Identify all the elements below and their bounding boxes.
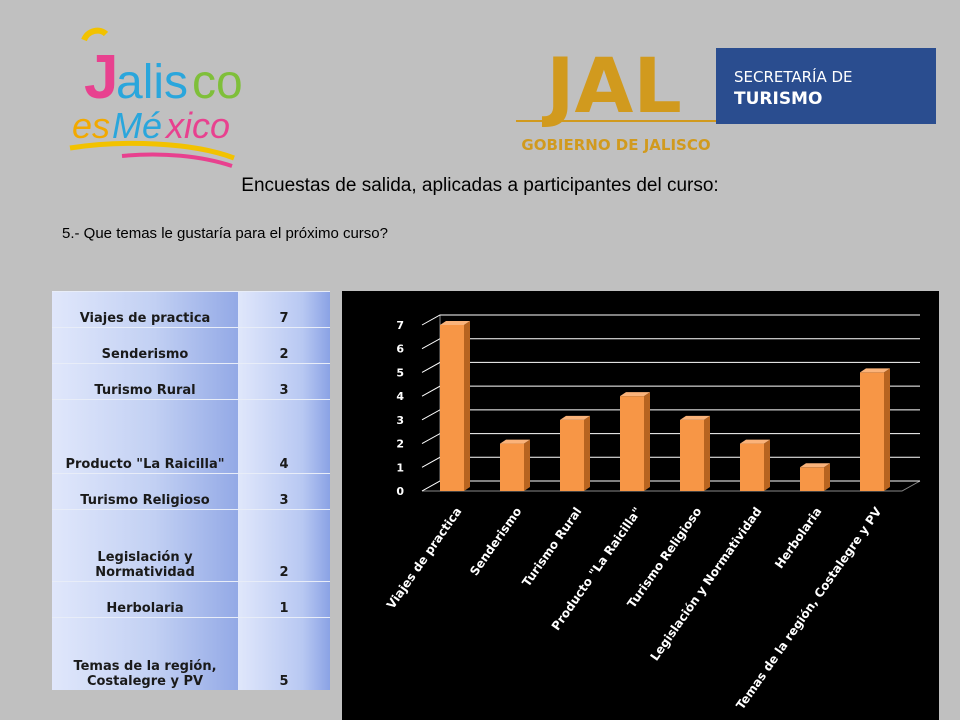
table-row: Viajes de practica 7 (52, 291, 330, 328)
table-cell-value: 7 (238, 291, 330, 328)
table-cell-label: Producto "La Raicilla" (52, 399, 238, 474)
bar (560, 419, 584, 491)
table-cell-label: Temas de la región, Costalegre y PV (52, 617, 238, 690)
bar (500, 443, 524, 491)
gridline (421, 409, 920, 421)
logo-jal-rule (516, 120, 716, 122)
bar-top (440, 321, 470, 325)
bar-chart: 0 1 2 3 4 5 6 7 Viajes de practica Senderismo Turi… (342, 291, 939, 720)
gridline (421, 456, 920, 468)
x-tick-label: Temas de la región, Costalegre y PV (733, 504, 884, 712)
y-tick-label: 5 (396, 366, 404, 379)
logo-department-line1: SECRETARÍA DE (734, 67, 853, 86)
table-cell-value: 2 (238, 327, 330, 364)
table-row: Producto "La Raicilla" 4 (52, 399, 330, 474)
logo-word-es: es (72, 105, 110, 146)
table-cell-value: 3 (238, 473, 330, 510)
bar-chart-svg: 0 1 2 3 4 5 6 7 Viajes de practica SenderismoTuri… (384, 314, 921, 712)
logo-underline-swoosh (69, 140, 235, 161)
logo-department-line2: TURISMO (734, 89, 822, 109)
y-tick-label: 3 (396, 414, 404, 427)
table-cell-label: Legislación y Normatividad (52, 509, 238, 582)
table-row: Legislación y Normatividad 2 (52, 509, 330, 582)
bar (860, 372, 884, 491)
bar (680, 419, 704, 491)
table-row: Senderismo 2 (52, 327, 330, 364)
y-tick-label: 7 (396, 319, 404, 332)
y-tick-label: 0 (396, 485, 404, 498)
bar (620, 396, 644, 491)
bar-side (824, 463, 830, 491)
survey-question: 5.- Que temas le gustaría para el próxim… (62, 225, 388, 242)
bar-top (500, 439, 530, 444)
logo-government-text: GOBIERNO DE JALISCO (521, 136, 710, 154)
x-tick-label: Turismo Rural (519, 505, 584, 590)
table-cell-label: Viajes de practica (52, 291, 238, 328)
bar-top (560, 415, 590, 420)
table-row: Turismo Religioso 3 (52, 473, 330, 510)
gridline (421, 433, 920, 445)
bar-side (704, 415, 710, 491)
table-cell-value: 3 (238, 363, 330, 400)
table-cell-label: Senderismo (52, 327, 238, 364)
table-row: Temas de la región, Costalegre y PV 5 (52, 617, 330, 690)
logo-word-me: Mé (112, 105, 162, 146)
gridline (421, 480, 920, 492)
bar-side (584, 415, 590, 491)
x-tick-label: Senderismo (467, 505, 524, 579)
bar-side (764, 439, 770, 491)
bar-top (620, 392, 650, 397)
logo-word-xico: xico (164, 105, 230, 146)
gridline (421, 314, 920, 326)
logo-word-co: co (192, 56, 243, 109)
table-row: Turismo Rural 3 (52, 363, 330, 400)
logo-jal-bg (512, 40, 716, 160)
x-tick-label: Herbolaria (772, 505, 824, 571)
bar (440, 325, 464, 491)
bar-top (740, 439, 770, 444)
table-cell-label: Turismo Religioso (52, 473, 238, 510)
x-tick-label: Legislación y Normatividad (648, 505, 765, 664)
gridline (421, 385, 920, 397)
table-cell-label: Herbolaria (52, 581, 238, 618)
logo-jal-mark: JAL (541, 41, 682, 130)
y-tick-label: 6 (396, 343, 404, 356)
gridline (421, 338, 920, 350)
table-cell-value: 2 (238, 509, 330, 582)
bar (740, 443, 764, 491)
logo-department-panel (716, 48, 936, 124)
logo-swoosh-top (81, 27, 109, 42)
bar-side (464, 321, 470, 491)
logo-underline-swoosh-2 (121, 152, 233, 168)
gobierno-jalisco-turismo-logo: JAL GOBIERNO DE JALISCO SECRETARÍA DE TU… (512, 40, 936, 160)
chart-axes (421, 315, 921, 492)
y-tick-label: 2 (396, 438, 404, 451)
table-cell-value: 5 (238, 617, 330, 690)
table-cell-label: Turismo Rural (52, 363, 238, 400)
x-tick-label: Viajes de practica (384, 505, 465, 612)
table-cell-value: 4 (238, 399, 330, 474)
bar-top (800, 463, 830, 468)
bar-side (884, 368, 890, 491)
jalisco-es-mexico-logo: J alis co es Mé xico (69, 27, 243, 168)
bar-side (644, 392, 650, 491)
logo-word-alis: alis (116, 56, 188, 109)
bar-side (524, 439, 530, 491)
logo-letter-j: J (84, 43, 118, 112)
page-title: Encuestas de salida, aplicadas a partici… (241, 175, 719, 196)
results-table: Viajes de practica 7 Senderismo 2 Turismo … (52, 291, 330, 690)
bar-top (680, 415, 710, 420)
bar (800, 467, 824, 491)
bar-top (860, 368, 890, 373)
table-row: Herbolaria 1 (52, 581, 330, 618)
y-tick-label: 4 (396, 390, 404, 403)
gridline (421, 361, 920, 373)
table-cell-value: 1 (238, 581, 330, 618)
y-tick-label: 1 (396, 461, 404, 474)
